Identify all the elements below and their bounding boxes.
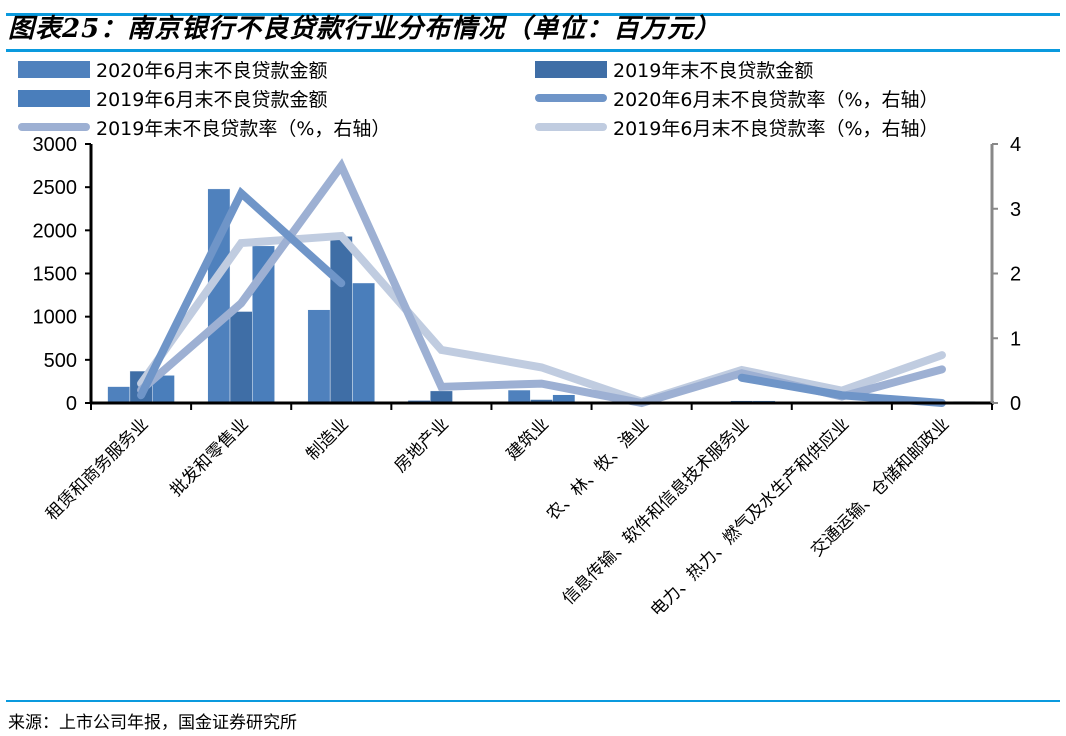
legend-swatch-line-icon (535, 123, 607, 131)
legend-label: 2019年末不良贷款率（%，右轴） (96, 117, 391, 140)
category-label: 租赁和商务服务业 (42, 414, 152, 524)
left-tick-label: 500 (44, 350, 77, 372)
left-tick-label: 3000 (33, 134, 78, 156)
bar (329, 236, 353, 404)
legend-label: 2019年末不良贷款金额 (613, 59, 814, 82)
category-label: 信息传输、软件和信息技术服务业 (559, 414, 753, 608)
left-tick-label: 1000 (33, 307, 78, 329)
bar (307, 309, 331, 404)
left-tick-label: 2500 (33, 177, 78, 199)
category-label: 电力、热力、燃气及水生产和供应业 (647, 414, 853, 620)
category-label: 农、林、牧、渔业 (543, 414, 653, 524)
category-label: 制造业 (303, 414, 353, 464)
left-tick-label: 2000 (33, 220, 78, 242)
legend-label: 2019年6月末不良贷款金额 (96, 88, 328, 111)
category-label: 建筑业 (503, 414, 553, 464)
legend-item-2020h1-rate: 2020年6月末不良贷款率（%，右轴） (535, 86, 939, 111)
legend-label: 2020年6月末不良贷款率（%，右轴） (613, 88, 939, 111)
bar (229, 311, 253, 404)
category-label: 房地产业 (391, 414, 453, 476)
legend-item-2019ye-amount: 2019年末不良贷款金额 (535, 57, 814, 82)
legend-label: 2019年6月末不良贷款率（%，右轴） (613, 117, 939, 140)
bar (507, 389, 531, 404)
legend-swatch-bar-icon (18, 60, 90, 78)
right-tick-label: 1 (1010, 328, 1021, 350)
footer-rule (6, 700, 1060, 702)
legend-swatch-bar-icon (535, 60, 607, 78)
legend-label: 2020年6月末不良贷款金额 (96, 59, 328, 82)
source-note: 来源：上市公司年报，国金证券研究所 (8, 713, 297, 733)
rate-line (737, 373, 946, 407)
bar (352, 282, 375, 404)
right-tick-label: 3 (1010, 199, 1021, 221)
title-rule (6, 49, 1060, 52)
legend-item-2019h1-amount: 2019年6月末不良贷款金额 (18, 86, 328, 111)
legend-item-2019h1-rate: 2019年6月末不良贷款率（%，右轴） (535, 115, 939, 140)
bar (107, 386, 131, 404)
legend-swatch-line-icon (535, 94, 607, 102)
legend-swatch-line-icon (18, 123, 90, 131)
top-rule (6, 13, 1060, 16)
right-tick-label: 2 (1010, 264, 1021, 286)
legend-item-2019ye-rate: 2019年末不良贷款率（%，右轴） (18, 115, 391, 140)
left-tick-label: 1500 (33, 264, 78, 286)
bar (430, 390, 453, 404)
chart-title: 图表25：南京银行不良贷款行业分布情况（单位：百万元） (8, 14, 722, 44)
rate-line (137, 186, 346, 400)
chart-plot-area: 0 500 1000 1500 2000 2500 3000 0 1 2 3 4 租赁和商务服务业 批发和… (33, 134, 1022, 621)
legend-item-2020h1-amount: 2020年6月末不良贷款金额 (18, 57, 328, 82)
left-tick-label: 0 (66, 393, 77, 415)
right-tick-label: 4 (1010, 134, 1021, 156)
rate-line (137, 231, 946, 406)
category-label: 批发和零售业 (166, 414, 252, 500)
legend-swatch-bar-icon (18, 89, 90, 107)
right-tick-label: 0 (1010, 393, 1021, 415)
